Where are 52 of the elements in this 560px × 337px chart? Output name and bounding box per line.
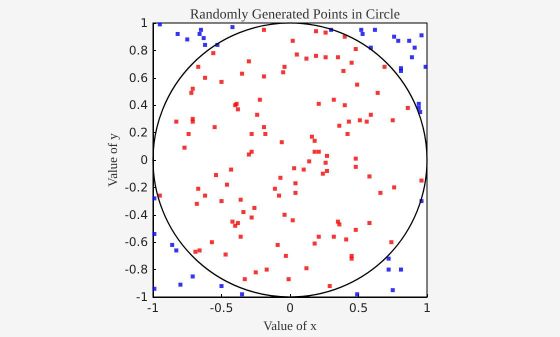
x-tick-label: -0.5 (210, 301, 234, 315)
point (398, 68, 403, 73)
point (412, 46, 417, 50)
y-tick-label: -0.4 (124, 208, 148, 222)
y-tick-label: -0.2 (124, 180, 148, 194)
point (359, 28, 364, 32)
point (355, 292, 360, 296)
point (386, 256, 391, 261)
point (190, 274, 195, 278)
x-tick-label: 0 (286, 301, 294, 315)
point (152, 196, 156, 200)
point (396, 38, 400, 43)
y-tick-label: 0.6 (128, 70, 148, 85)
point (174, 248, 178, 252)
y-tick-label: -1 (136, 290, 148, 304)
point (176, 32, 180, 36)
y-tick-label: 0.4 (128, 98, 148, 112)
point (152, 286, 156, 291)
y-tick-label: -0.8 (124, 262, 148, 277)
y-tick-label: 0 (140, 153, 148, 167)
y-axis-title: Value of y (105, 132, 120, 187)
chart-title: Randomly Generated Points in Circle (190, 8, 400, 22)
x-axis-title: Value of x (263, 318, 318, 333)
y-tick-label: 0.2 (128, 126, 148, 140)
x-tick-label: 0.5 (348, 301, 368, 315)
point (372, 28, 377, 32)
point (170, 242, 174, 247)
point (240, 292, 244, 296)
y-tick-label: 0.8 (128, 43, 148, 58)
y-tick-label: -0.6 (124, 235, 148, 250)
point (178, 282, 182, 287)
point (360, 32, 365, 36)
point (424, 64, 428, 69)
point (198, 32, 202, 36)
point (392, 34, 396, 39)
point (203, 42, 208, 47)
point (220, 284, 224, 288)
point (202, 36, 206, 40)
point (407, 38, 412, 43)
point (420, 33, 424, 38)
point (152, 232, 156, 236)
point (410, 55, 414, 60)
point (416, 102, 421, 106)
x-tick-label: 1 (423, 301, 431, 315)
point (158, 22, 162, 26)
point (185, 37, 190, 42)
point (386, 268, 391, 272)
point (198, 28, 203, 32)
y-tick-label: 1 (140, 16, 148, 30)
point (390, 288, 395, 292)
point (398, 268, 403, 272)
point (230, 25, 234, 30)
